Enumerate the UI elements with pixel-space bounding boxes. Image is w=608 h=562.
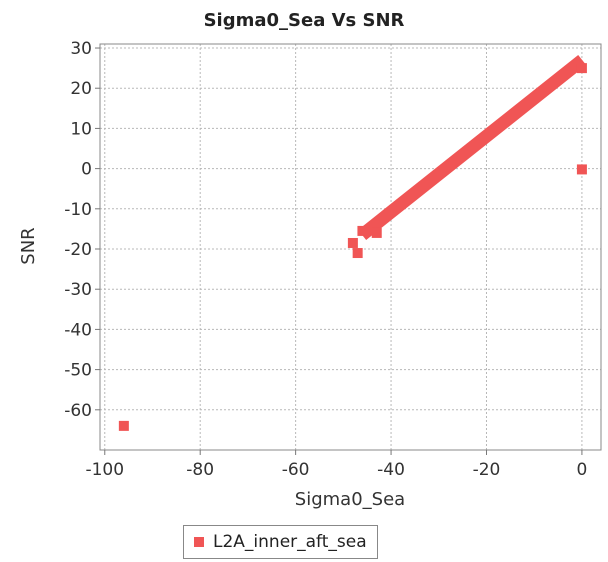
chart-title: Sigma0_Sea Vs SNR [203,10,405,31]
x-tick-label: -40 [377,460,405,480]
x-axis-label: Sigma0_Sea [295,489,405,510]
x-tick-label: -80 [186,460,214,480]
data-band-cloud [358,54,587,241]
legend-swatch [194,537,204,547]
data-point [371,227,382,238]
x-tick-label: 0 [577,460,588,480]
y-tick-label: -10 [64,200,92,220]
data-point [352,248,363,259]
data-point [118,420,129,431]
y-tick-label: -20 [64,240,92,260]
data-point [576,63,587,74]
grid-lines [100,44,601,450]
data-band [358,54,587,241]
y-tick-label: 10 [70,119,92,139]
y-tick-label: -60 [64,401,92,421]
axes: -100 -80 -60 -40 -20 0 30 20 10 0 -10 -20 -30 -40 -50 -… [64,39,587,480]
y-tick-label: 0 [81,160,92,180]
x-tick-label: -60 [282,460,310,480]
data-point [357,225,368,236]
data-point [576,164,587,175]
y-tick-label: -50 [64,361,92,381]
y-axis-label: SNR [18,227,39,264]
x-tick-label: -100 [85,460,124,480]
y-tick-label: 20 [70,79,92,99]
y-tick-label: -30 [64,280,92,300]
legend-label: L2A_inner_aft_sea [213,532,367,552]
y-tick-label: -40 [64,320,92,340]
data-point [347,237,358,248]
x-tick-label: -20 [473,460,501,480]
y-tick-label: 30 [70,39,92,59]
plot-border [99,43,602,451]
data-points [118,63,587,431]
legend: L2A_inner_aft_sea [183,525,378,559]
